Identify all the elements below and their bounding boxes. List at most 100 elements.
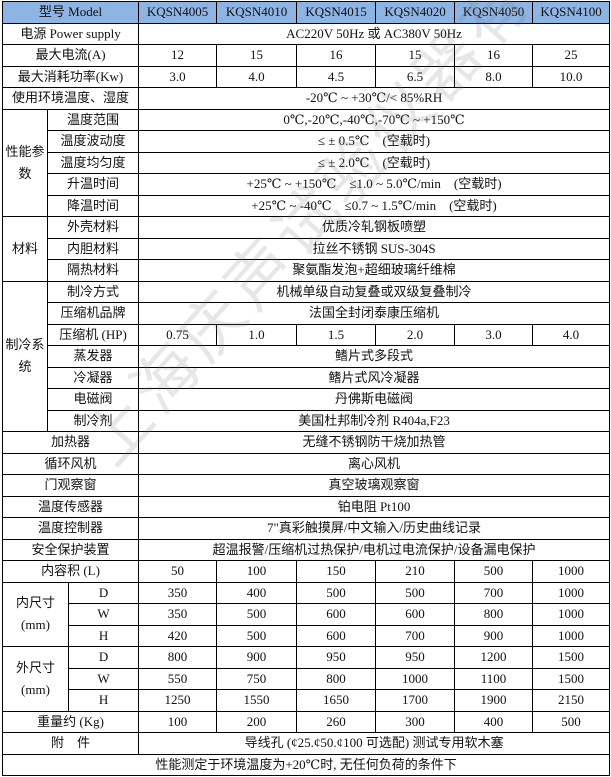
accessories-label: 附 件 bbox=[1, 732, 140, 755]
outer-unit: (mm) bbox=[21, 681, 50, 697]
fan-value: 离心风机 bbox=[138, 452, 611, 475]
accessories-row: 附 件导线孔 (¢25.¢50.¢100 可选配) 测试专用软木塞 bbox=[1, 732, 611, 755]
refrigeration-label: 冷凝器 bbox=[46, 366, 140, 389]
volume-value: 100 bbox=[216, 560, 298, 583]
max_current-value: 15 bbox=[216, 44, 298, 67]
sensor-value: 铂电阻 Pt100 bbox=[138, 495, 611, 518]
performance-row: 降温时间 +25℃ ~ -40℃ ≤0.7 ~ 1.5℃/min (空载时) bbox=[3, 194, 611, 217]
inner-dim-value: 800 bbox=[454, 603, 534, 626]
performance-row: 升温时间 +25℃ ~ +150℃ ≤1.0 ~ 5.0℃/min (空载时) bbox=[3, 173, 611, 196]
max_power-row: 最大消耗功率(Kw) 3.0 4.0 4.5 6.5 8.0 10.0 bbox=[1, 65, 611, 88]
accessories-value: 导线孔 (¢25.¢50.¢100 可选配) 测试专用软木塞 bbox=[138, 732, 611, 755]
materials-value: 拉丝不锈钢 SUS-304S bbox=[138, 237, 611, 260]
volume-value: 50 bbox=[138, 560, 218, 583]
volume-value: 500 bbox=[454, 560, 534, 583]
inner-group-label: 内尺寸 (mm) bbox=[2, 581, 69, 647]
inner-dim-value: 700 bbox=[375, 624, 456, 647]
materials-group-label: 材料 bbox=[2, 216, 48, 282]
volume-label: 内容积 (L) bbox=[1, 560, 140, 583]
max_current-label: 最大电流(A) bbox=[1, 44, 140, 67]
max_power-label: 最大消耗功率(Kw) bbox=[1, 65, 140, 88]
weight-value: 100 bbox=[138, 710, 218, 733]
heater-row: 加热器 无缝不锈钢防干烧加热管 bbox=[1, 431, 611, 454]
refrigeration-label: 压缩机 (HP) bbox=[46, 323, 140, 346]
model-name: KQSN4020 bbox=[375, 1, 456, 24]
performance-value: 0℃,-20℃,-40℃,-70℃ ~ +150℃ bbox=[138, 108, 611, 131]
controller-row: 温度控制器 7"真彩触摸屏/中文输入/历史曲线记录 bbox=[1, 517, 611, 540]
inner-dim-row: W 350 500 600 600 800 1000 bbox=[3, 603, 611, 626]
outer-dim-value: 1700 bbox=[375, 689, 456, 712]
inner-dim-value: 900 bbox=[454, 624, 534, 647]
performance-label: 温度波动度 bbox=[46, 130, 140, 153]
outer-dim-value: 1200 bbox=[454, 646, 534, 669]
refrigeration-row: 压缩机 (HP) 0.75 1.0 1.5 2.0 3.0 4.0 bbox=[3, 323, 611, 346]
refrigeration-value: 机械单级自动复叠或双级复叠制冷 bbox=[138, 280, 611, 303]
dimension-label: D bbox=[67, 581, 140, 604]
ambient-label: 使用环境温度、湿度 bbox=[1, 87, 140, 110]
inner-dim-value: 420 bbox=[138, 624, 218, 647]
window-row: 门观察窗 真空玻璃观察窗 bbox=[1, 474, 611, 497]
performance-row: 性能参数 温度范围 0℃,-20℃,-40℃,-70℃ ~ +150℃ bbox=[2, 108, 611, 217]
volume-value: 210 bbox=[375, 560, 456, 583]
max_power-value: 10.0 bbox=[532, 65, 611, 88]
max_power-value: 4.0 bbox=[216, 65, 298, 88]
model-name: KQSN4010 bbox=[216, 1, 298, 24]
max_current-value: 16 bbox=[454, 44, 534, 67]
max_power-value: 3.0 bbox=[138, 65, 218, 88]
inner-dim-value: 350 bbox=[138, 581, 218, 604]
inner-dim-value: 500 bbox=[216, 603, 298, 626]
materials-row: 内胆材料 拉丝不锈钢 SUS-304S bbox=[3, 237, 611, 260]
inner-dim-value: 600 bbox=[375, 603, 456, 626]
inner-label: 内尺寸 bbox=[15, 595, 55, 611]
performance-group-label: 性能参数 bbox=[2, 108, 48, 217]
refrigeration-value: 美国杜邦制冷剂 R404a,F23 bbox=[138, 409, 611, 432]
sensor-label: 温度传感器 bbox=[1, 495, 140, 518]
refrigeration-value: 丹佛斯电磁阀 bbox=[138, 388, 611, 411]
power_supply-row: 电源 Power supply AC220V 50Hz 或 AC380V 50Hz bbox=[1, 22, 611, 45]
refrigeration-row: 制冷系统 制冷方式 机械单级自动复叠或双级复叠制冷 bbox=[2, 280, 611, 432]
max_current-value: 15 bbox=[375, 44, 456, 67]
max_current-value: 16 bbox=[296, 44, 377, 67]
weight-value: 500 bbox=[532, 710, 611, 733]
refrigeration-label: 压缩机品牌 bbox=[46, 302, 140, 325]
model-name: KQSN4100 bbox=[532, 1, 611, 24]
note-row: 性能测定于环境温度为+20℃时, 无任何负荷的条件下 bbox=[1, 753, 611, 776]
volume-row: 内容积 (L) 50 100 150 210 500 1000 bbox=[1, 560, 611, 583]
weight-value: 260 bbox=[296, 710, 377, 733]
heater-label: 加热器 bbox=[1, 431, 140, 454]
refrigeration-group-label: 制冷系统 bbox=[2, 280, 48, 432]
outer-dim-value: 750 bbox=[216, 667, 298, 690]
power_supply-label: 电源 Power supply bbox=[1, 22, 140, 45]
volume-value: 1000 bbox=[532, 560, 611, 583]
refrigeration-row: 电磁阀 丹佛斯电磁阀 bbox=[3, 388, 611, 411]
outer-dim-value: 2150 bbox=[532, 689, 611, 712]
header-row: 型号 Model KQSN4005 KQSN4010 KQSN4015 KQSN4020… bbox=[1, 1, 611, 24]
inner-dim-value: 500 bbox=[216, 624, 298, 647]
refrigeration-label: 制冷方式 bbox=[46, 280, 140, 303]
dimension-label: W bbox=[67, 603, 140, 626]
max_power-value: 4.5 bbox=[296, 65, 377, 88]
outer-dim-row: H 1250 1550 1650 1700 1900 2150 bbox=[3, 689, 611, 712]
outer-dim-row: 外尺寸 (mm) D 800 900 950 950 1200 1500 bbox=[2, 646, 611, 712]
refrigeration-row: 制冷剂 美国杜邦制冷剂 R404a,F23 bbox=[3, 409, 611, 432]
refrigeration-label: 制冷剂 bbox=[46, 409, 140, 432]
performance-value: ≤ ± 0.5℃ (空载时) bbox=[138, 130, 611, 153]
compressor-hp-value: 1.0 bbox=[216, 323, 298, 346]
fan-label: 循环风机 bbox=[1, 452, 140, 475]
weight-value: 400 bbox=[454, 710, 534, 733]
weight-row: 重量约 (Kg) 100 200 260 300 400 500 bbox=[1, 710, 611, 733]
inner-dim-value: 700 bbox=[454, 581, 534, 604]
safety-value: 超温报警/压缩机过热保护/电机过电流保护/设备漏电保护 bbox=[138, 538, 611, 561]
power_supply-value: AC220V 50Hz 或 AC380V 50Hz bbox=[138, 22, 611, 45]
max_power-value: 8.0 bbox=[454, 65, 534, 88]
outer-dim-value: 1500 bbox=[532, 667, 611, 690]
materials-label: 外壳材料 bbox=[46, 216, 140, 239]
performance-value: +25℃ ~ +150℃ ≤1.0 ~ 5.0℃/min (空载时) bbox=[138, 173, 611, 196]
performance-row: 温度波动度 ≤ ± 0.5℃ (空载时) bbox=[3, 130, 611, 153]
performance-value: +25℃ ~ -40℃ ≤0.7 ~ 1.5℃/min (空载时) bbox=[138, 194, 611, 217]
materials-row: 隔热材料 聚氨酯发泡+超细玻璃纤维棉 bbox=[3, 259, 611, 282]
refrigeration-value: 鳍片式风冷凝器 bbox=[138, 366, 611, 389]
model-name: KQSN4005 bbox=[138, 1, 218, 24]
outer-dim-value: 1500 bbox=[532, 646, 611, 669]
